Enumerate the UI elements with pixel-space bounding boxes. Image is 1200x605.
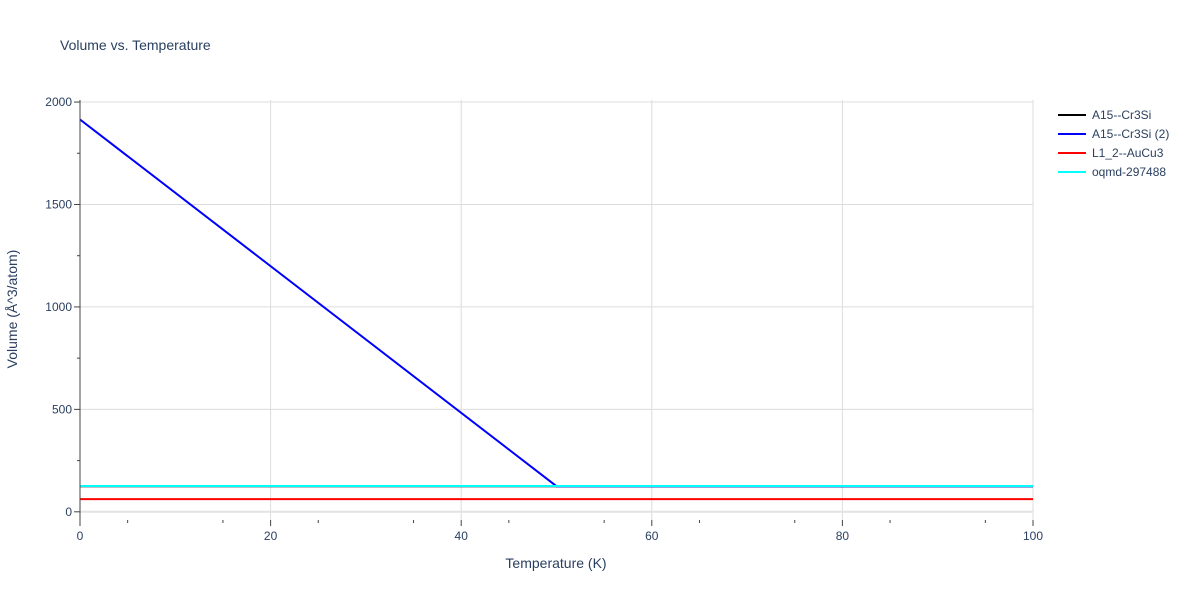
legend-label: A15--Cr3Si bbox=[1092, 108, 1151, 122]
legend-label: A15--Cr3Si (2) bbox=[1092, 127, 1169, 141]
y-tick-label: 1000 bbox=[45, 300, 72, 314]
y-tick-label: 1500 bbox=[45, 197, 72, 211]
legend-label: oqmd-297488 bbox=[1092, 165, 1166, 179]
x-tick-label: 100 bbox=[1023, 529, 1043, 543]
chart-title: Volume vs. Temperature bbox=[60, 37, 211, 53]
y-tick-label: 0 bbox=[65, 505, 72, 519]
x-tick-label: 20 bbox=[264, 529, 278, 543]
y-tick-label: 500 bbox=[52, 402, 72, 416]
x-tick-label: 60 bbox=[645, 529, 659, 543]
grid bbox=[80, 100, 1034, 520]
y-axis-label: Volume (Å^3/atom) bbox=[4, 250, 20, 369]
legend-label: L1_2--AuCu3 bbox=[1092, 146, 1164, 160]
x-tick-label: 80 bbox=[836, 529, 850, 543]
series-lines bbox=[79, 118, 1033, 501]
series-line-2 bbox=[79, 118, 1033, 488]
x-tick-label: 0 bbox=[77, 529, 84, 543]
x-tick-label: 40 bbox=[455, 529, 469, 543]
legend: A15--Cr3Si A15--Cr3Si (2) L1_2--AuCu3 oqmd-… bbox=[1058, 108, 1169, 179]
y-tick-label: 2000 bbox=[45, 95, 72, 109]
x-axis-label: Temperature (K) bbox=[505, 555, 606, 571]
